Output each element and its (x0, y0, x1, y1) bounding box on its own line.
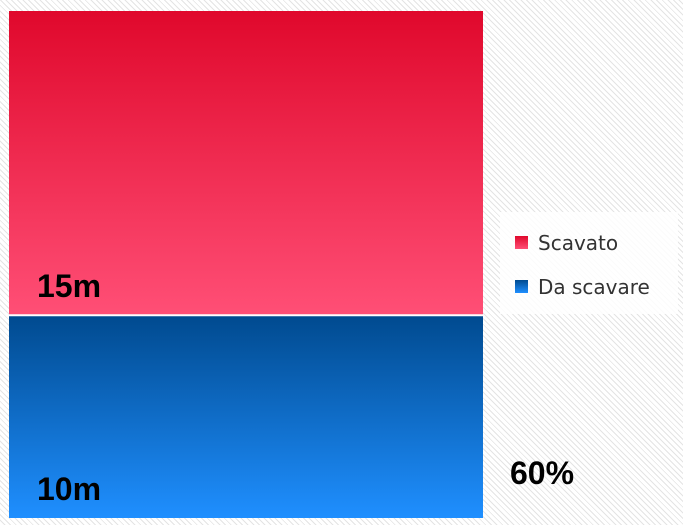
legend-label-scavato: Scavato (538, 231, 618, 255)
data-label-da-scavare: 10m (37, 471, 101, 507)
legend-label-da-scavare: Da scavare (538, 275, 650, 299)
legend-background (500, 212, 678, 314)
bar-segment-scavato (9, 11, 483, 316)
legend: Scavato Da scavare (500, 212, 678, 314)
bar-segment-da-scavare (9, 315, 483, 518)
legend-swatch-scavato (515, 236, 528, 249)
data-label-scavato: 15m (37, 268, 101, 304)
legend-swatch-da-scavare (515, 280, 528, 293)
percent-label: 60% (510, 455, 574, 491)
bar-group (9, 11, 483, 518)
segment-labels: 15m 10m (37, 268, 101, 507)
